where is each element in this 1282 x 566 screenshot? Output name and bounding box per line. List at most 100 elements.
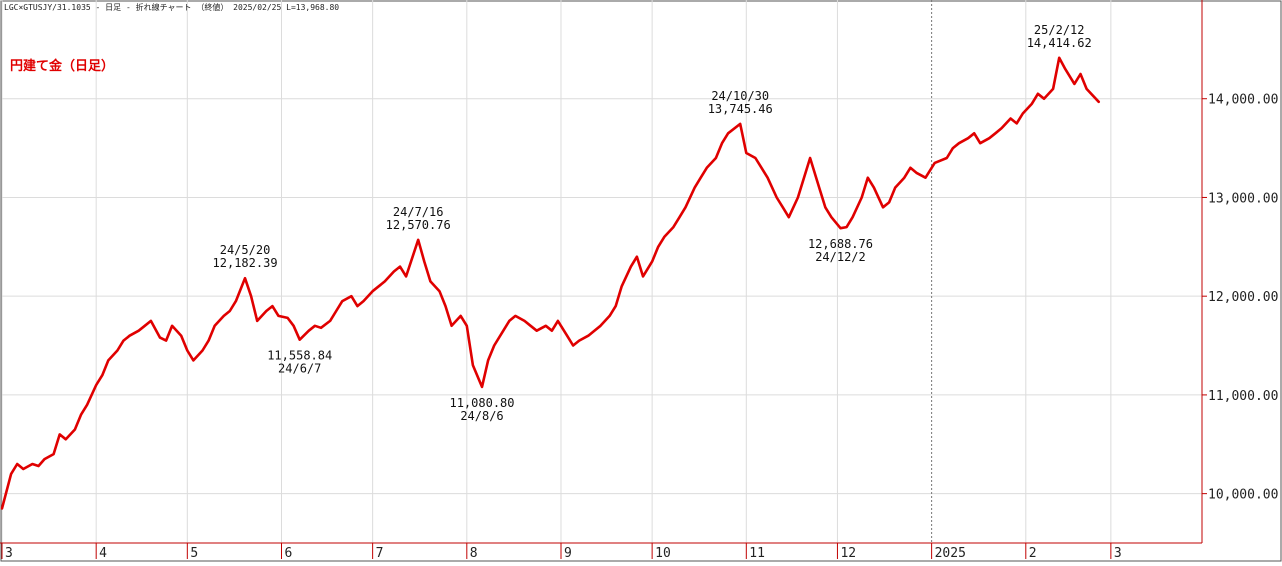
data-point: [663, 236, 666, 238]
data-point: [693, 186, 696, 189]
data-point: [1097, 101, 1100, 103]
y-tick-label: 13,000.00: [1208, 191, 1278, 206]
data-point: [286, 317, 289, 319]
annotation-date: 24/7/16: [393, 205, 444, 219]
data-point: [1052, 88, 1054, 90]
data-point: [362, 300, 365, 302]
data-point: [903, 176, 906, 179]
data-point: [873, 186, 875, 189]
data-point: [31, 463, 34, 465]
data-point: [699, 176, 702, 179]
gridlines: [1, 0, 1207, 559]
data-point: [851, 216, 854, 218]
data-point: [788, 216, 790, 218]
data-point: [493, 344, 496, 347]
data-point: [502, 329, 505, 332]
data-point: [782, 206, 784, 209]
data-point: [958, 142, 960, 144]
y-tick-labels: 10,000.00 11,000.00 12,000.00 13,000.00 14,0…: [1208, 93, 1278, 503]
data-point: [371, 290, 374, 293]
x-month-label: 7: [376, 546, 384, 561]
x-month-label: 2: [1029, 546, 1037, 561]
data-point: [1064, 68, 1067, 70]
data-point: [150, 320, 152, 322]
data-point: [508, 320, 511, 322]
data-point: [845, 226, 848, 228]
data-point: [10, 473, 12, 475]
annotation-date: 24/12/2: [815, 250, 866, 264]
data-point: [1031, 102, 1033, 105]
data-point: [423, 260, 426, 263]
data-point: [58, 433, 61, 436]
data-point: [979, 142, 981, 144]
data-point: [818, 186, 820, 189]
data-point: [37, 465, 40, 467]
data-point: [529, 325, 532, 327]
data-point: [839, 227, 842, 229]
data-point: [1085, 88, 1088, 90]
data-point: [803, 176, 805, 179]
data-point: [566, 334, 568, 337]
data-point: [830, 216, 833, 218]
chart-header: LGC×GTUSJY/31.1035 - 日足 - 折れ線チャート （終値） 2…: [4, 2, 339, 12]
data-point: [101, 374, 104, 377]
annotation-date: 24/10/30: [711, 89, 769, 103]
data-point: [739, 123, 741, 125]
data-point: [973, 132, 975, 135]
data-point: [65, 438, 67, 441]
data-point: [551, 329, 553, 332]
data-point: [186, 349, 189, 352]
data-point: [271, 305, 274, 307]
data-point: [459, 315, 462, 317]
data-point: [256, 320, 259, 322]
data-point: [952, 147, 954, 149]
data-point: [1043, 97, 1045, 100]
data-point: [171, 325, 173, 327]
data-point: [377, 285, 380, 288]
data-point: [684, 206, 687, 209]
y-tick-label: 11,000.00: [1208, 389, 1278, 404]
data-point: [775, 196, 778, 199]
x-month-label: 4: [99, 546, 107, 561]
data-point: [745, 152, 748, 154]
annotation-value: 13,745.46: [708, 102, 773, 116]
data-point: [250, 295, 252, 298]
data-point: [107, 359, 110, 362]
data-point: [52, 453, 55, 455]
data-point: [207, 339, 210, 342]
data-point: [277, 315, 280, 317]
data-point: [320, 327, 322, 329]
data-point: [292, 325, 295, 327]
data-point: [213, 325, 216, 327]
annotations: 24/5/2012,182.3911,558.8424/6/724/7/1612…: [213, 23, 1092, 423]
data-point: [335, 310, 338, 312]
data-point: [1022, 112, 1024, 115]
data-point: [466, 325, 468, 327]
data-point: [760, 167, 763, 169]
data-point: [244, 277, 246, 280]
data-point: [587, 334, 590, 337]
x-month-label: 11: [749, 546, 765, 561]
data-point: [137, 329, 140, 332]
data-point: [165, 339, 167, 342]
data-point: [298, 338, 301, 341]
data-point: [201, 349, 204, 352]
data-point: [1037, 93, 1039, 95]
data-point: [894, 186, 896, 189]
x-month-label: 12: [840, 546, 856, 561]
data-point: [1009, 117, 1012, 120]
data-point: [754, 157, 757, 159]
data-point: [797, 196, 799, 199]
data-point: [672, 226, 675, 228]
data-point: [867, 176, 869, 179]
x-month-label: 5: [190, 546, 198, 561]
data-point: [265, 310, 268, 312]
data-point: [924, 176, 927, 179]
data-point: [116, 349, 119, 352]
data-point: [706, 167, 708, 169]
data-point: [95, 384, 97, 386]
data-point: [487, 359, 489, 362]
annotation-value: 11,080.80: [449, 396, 514, 410]
